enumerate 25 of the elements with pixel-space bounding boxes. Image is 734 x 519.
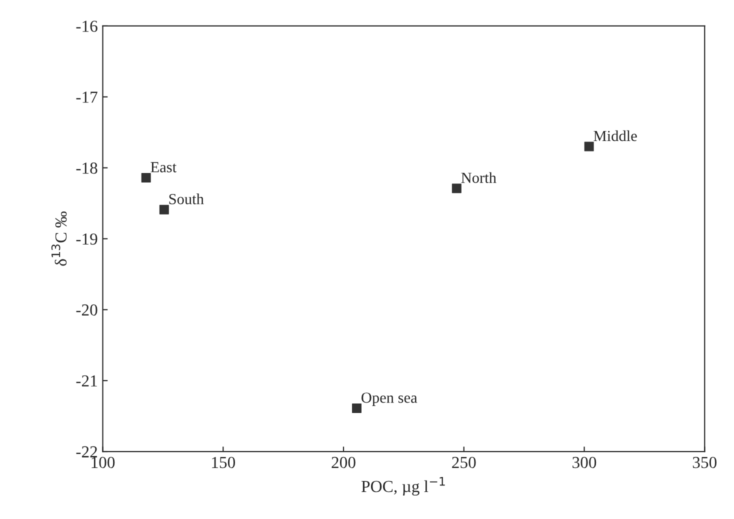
y-tick-label: -16 <box>76 20 98 32</box>
x-tick-label: 100 <box>92 456 115 468</box>
y-tick-label: -19 <box>76 233 98 245</box>
y-tick-label: -20 <box>76 304 98 316</box>
y-tick-label: -22 <box>76 446 97 458</box>
annotation: Middle <box>594 130 637 142</box>
x-tick-label: 300 <box>572 456 596 468</box>
x-tick-label: 350 <box>692 456 717 468</box>
y-tick-label: -18 <box>76 162 98 174</box>
point <box>352 404 362 414</box>
annotation: South <box>169 194 204 204</box>
y-axis-title: δ$^{13}$C ‰ <box>51 212 67 266</box>
annotation: Open sea <box>362 392 418 406</box>
y-tick-label: -17 <box>76 92 98 103</box>
x-axis-title: POC, µg l$^{−1}$ <box>362 477 445 496</box>
annotation: East <box>150 162 176 172</box>
point <box>159 204 169 214</box>
point <box>452 184 462 194</box>
x-tick-label: 250 <box>452 456 476 468</box>
point <box>141 172 151 182</box>
y-tick-label: -21 <box>76 375 97 386</box>
annotation: North <box>461 172 496 183</box>
x-tick-label: 200 <box>332 456 356 468</box>
x-tick-label: 150 <box>212 456 235 468</box>
point <box>584 142 594 152</box>
